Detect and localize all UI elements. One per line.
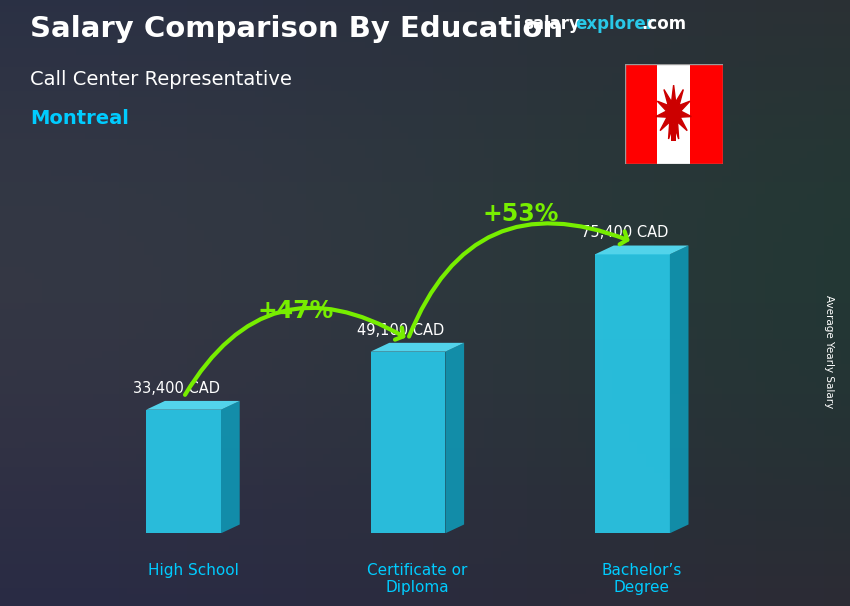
- Text: Average Yearly Salary: Average Yearly Salary: [824, 295, 834, 408]
- Polygon shape: [670, 245, 689, 533]
- Text: explorer: explorer: [575, 15, 654, 33]
- Polygon shape: [656, 85, 691, 139]
- Bar: [657, 64, 690, 164]
- Text: Call Center Representative: Call Center Representative: [30, 70, 292, 88]
- Polygon shape: [221, 401, 240, 533]
- Polygon shape: [371, 343, 464, 351]
- Text: +53%: +53%: [482, 202, 558, 225]
- Polygon shape: [146, 401, 240, 410]
- Text: Bachelor’s
Degree: Bachelor’s Degree: [602, 563, 682, 595]
- Text: +47%: +47%: [258, 299, 334, 323]
- Text: 33,400 CAD: 33,400 CAD: [133, 381, 219, 396]
- Text: 49,100 CAD: 49,100 CAD: [357, 322, 445, 338]
- Polygon shape: [371, 351, 445, 533]
- Bar: [690, 64, 722, 164]
- Text: salary: salary: [523, 15, 580, 33]
- Text: .com: .com: [641, 15, 686, 33]
- Text: High School: High School: [148, 563, 238, 578]
- Polygon shape: [445, 343, 464, 533]
- Bar: [671, 124, 677, 141]
- Polygon shape: [595, 255, 670, 533]
- Text: Salary Comparison By Education: Salary Comparison By Education: [30, 15, 563, 43]
- Bar: [625, 64, 657, 164]
- Text: Certificate or
Diploma: Certificate or Diploma: [367, 563, 468, 595]
- Text: Montreal: Montreal: [30, 109, 128, 128]
- Text: 75,400 CAD: 75,400 CAD: [581, 225, 669, 240]
- Polygon shape: [595, 245, 689, 255]
- Polygon shape: [146, 410, 221, 533]
